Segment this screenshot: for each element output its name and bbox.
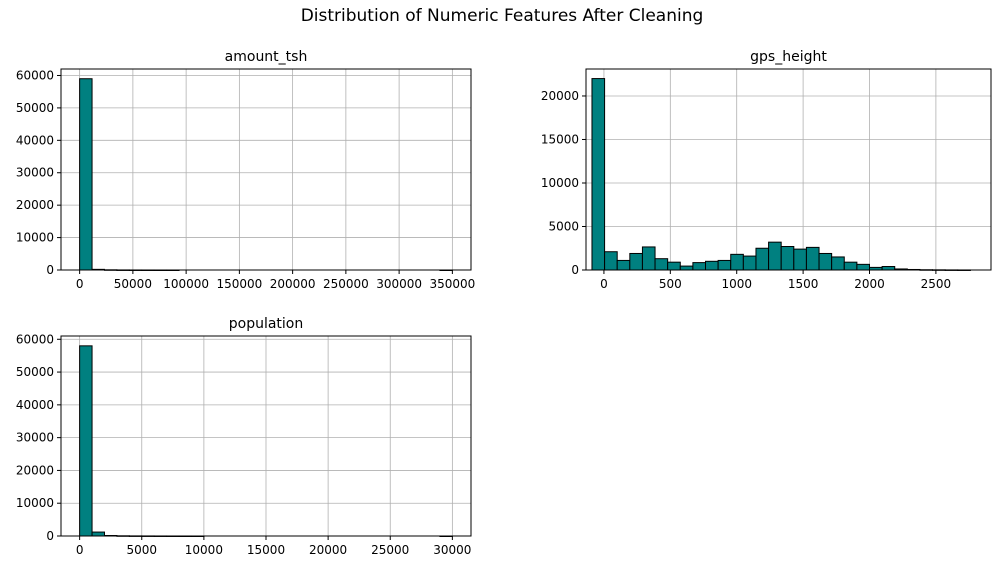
histogram-bar: [79, 78, 93, 271]
y-tick-label: 20000: [541, 89, 579, 103]
y-tick-label: 0: [46, 263, 54, 277]
x-tick-label: 5000: [126, 543, 157, 557]
x-tick-label: 1000: [721, 277, 752, 291]
y-tick-label: 10000: [16, 231, 54, 245]
y-tick-label: 30000: [16, 431, 54, 445]
y-tick-label: 60000: [16, 68, 54, 82]
histogram-bar: [843, 261, 858, 271]
axes-frame: [585, 68, 992, 271]
histogram-bar: [730, 253, 744, 271]
histogram-bar: [692, 262, 707, 271]
histogram-bar: [604, 251, 618, 271]
y-tick-label: 5000: [548, 219, 579, 233]
x-tick-label: 300000: [376, 277, 422, 291]
histogram-bar: [79, 345, 93, 537]
histogram-bar: [768, 241, 782, 271]
panel-title: gps_height: [750, 49, 827, 65]
y-tick-label: 0: [46, 529, 54, 543]
histogram-bar: [881, 266, 896, 271]
panel-title: amount_tsh: [225, 49, 308, 65]
axes-frame: [60, 68, 472, 271]
histogram-bar: [616, 259, 631, 271]
panel-amount-tsh: 0 50000 100000 150000 200000 250000 300000 3500…: [16, 49, 475, 291]
x-tick-label: 0: [76, 543, 84, 557]
x-tick-label: 100000: [163, 277, 209, 291]
histogram-bar: [654, 258, 669, 271]
x-tick-label: 25000: [371, 543, 409, 557]
x-tick-label: 0: [600, 277, 608, 291]
x-tick-label: 15000: [247, 543, 285, 557]
histogram-bar: [91, 531, 105, 537]
x-tick-label: 250000: [323, 277, 369, 291]
y-tick-label: 10000: [16, 496, 54, 510]
histogram-bar: [641, 246, 656, 271]
panel-title: population: [229, 316, 304, 332]
histogram-bar: [629, 252, 643, 271]
x-tick-label: 500: [659, 277, 682, 291]
x-tick-label: 1500: [788, 277, 819, 291]
y-tick-label: 20000: [16, 198, 54, 212]
y-tick-label: 15000: [541, 132, 579, 146]
histogram-bar: [793, 248, 807, 271]
x-tick-label: 0: [76, 277, 84, 291]
panel-population: 0 5000 10000 15000 20000 25000 30000 0 10000 2000…: [16, 316, 472, 557]
histogram-bar: [591, 78, 606, 271]
y-tick-label: 0: [571, 263, 579, 277]
y-tick-label: 50000: [16, 365, 54, 379]
histogram-bar: [742, 255, 757, 271]
histogram-bar: [818, 252, 833, 271]
x-tick-label: 20000: [309, 543, 347, 557]
histogram-bar: [667, 261, 681, 271]
y-tick-label: 40000: [16, 133, 54, 147]
histogram-bar: [717, 259, 732, 271]
histogram-bar: [831, 256, 845, 271]
x-tick-label: 50000: [114, 277, 152, 291]
x-tick-label: 10000: [185, 543, 223, 557]
x-tick-label: 350000: [429, 277, 475, 291]
y-tick-label: 60000: [16, 332, 54, 346]
panel-gps-height: 0 500 1000 1500 2000 2500 0 5000 10000 15000 20000…: [541, 49, 992, 291]
histogram-bar: [780, 246, 795, 271]
figure-title: Distribution of Numeric Features After C…: [300, 6, 704, 26]
histogram-bar: [755, 247, 770, 271]
histogram-bar: [679, 265, 694, 271]
histogram-bar: [705, 260, 719, 271]
y-tick-label: 10000: [541, 176, 579, 190]
x-tick-label: 30000: [433, 543, 471, 557]
histogram-bar: [805, 246, 820, 271]
y-tick-label: 30000: [16, 166, 54, 180]
x-tick-label: 150000: [216, 277, 262, 291]
y-tick-label: 40000: [16, 398, 54, 412]
y-tick-label: 50000: [16, 101, 54, 115]
histogram-bar: [856, 263, 871, 271]
y-tick-label: 20000: [16, 463, 54, 477]
x-tick-label: 2500: [921, 277, 952, 291]
x-tick-label: 200000: [270, 277, 316, 291]
x-tick-label: 2000: [854, 277, 885, 291]
